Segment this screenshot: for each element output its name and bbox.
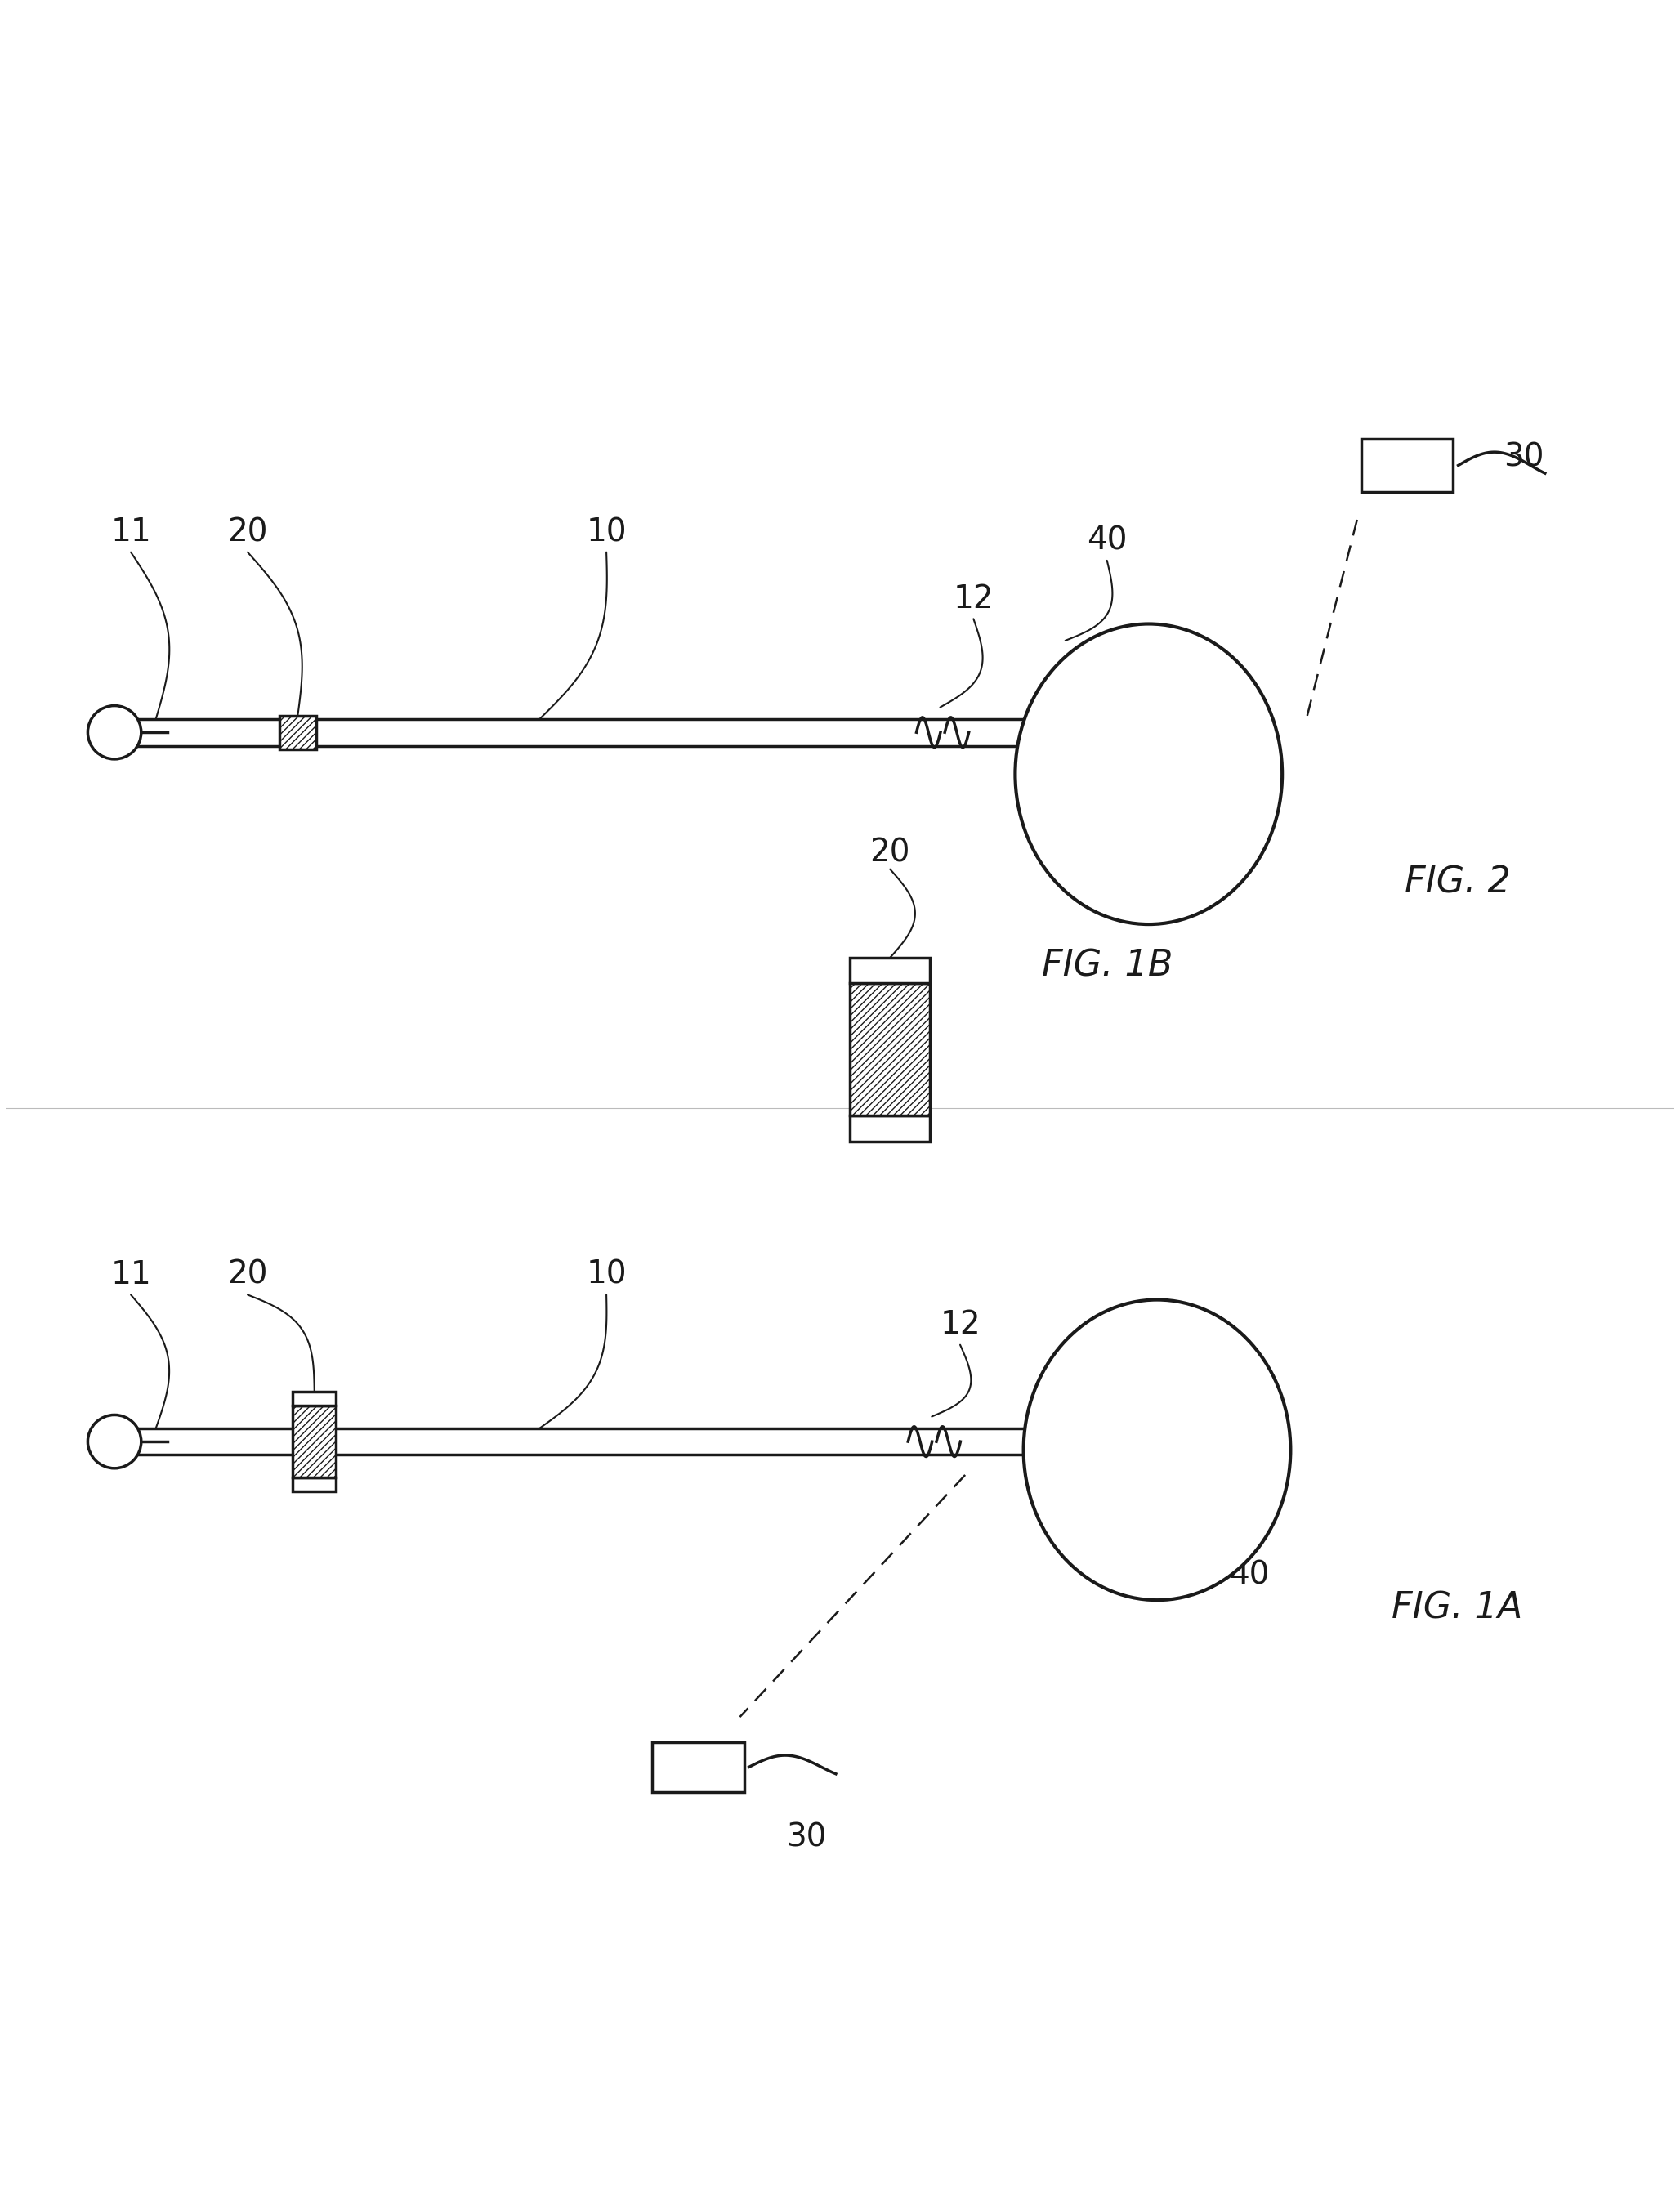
Bar (850, 957, 931, 983)
Text: 30: 30 (1504, 442, 1544, 473)
Text: 20: 20 (227, 517, 267, 548)
Ellipse shape (1023, 1300, 1290, 1601)
Bar (279, 715, 316, 750)
Text: FIG. 1B: FIG. 1B (1042, 948, 1173, 983)
Text: 40: 40 (1228, 1559, 1268, 1590)
Text: 11: 11 (111, 1260, 151, 1291)
Bar (292, 1405, 336, 1478)
Text: 12: 12 (939, 1308, 981, 1341)
Text: FIG. 2: FIG. 2 (1404, 864, 1510, 899)
Circle shape (87, 706, 141, 759)
Bar (850, 983, 931, 1115)
Text: 12: 12 (953, 583, 995, 614)
Text: 40: 40 (1087, 526, 1127, 556)
Bar (850, 1115, 931, 1141)
Bar (292, 1392, 336, 1405)
Text: 10: 10 (586, 1260, 627, 1291)
Bar (652, 1742, 744, 1792)
Ellipse shape (1015, 625, 1282, 924)
Text: 20: 20 (227, 1260, 267, 1291)
Text: 11: 11 (111, 517, 151, 548)
Bar (292, 1478, 336, 1491)
Circle shape (87, 1414, 141, 1469)
Text: 10: 10 (586, 517, 627, 548)
Text: FIG. 1A: FIG. 1A (1391, 1590, 1524, 1625)
Text: 20: 20 (870, 838, 911, 869)
Text: 30: 30 (786, 1821, 827, 1852)
Bar (1361, 438, 1453, 493)
